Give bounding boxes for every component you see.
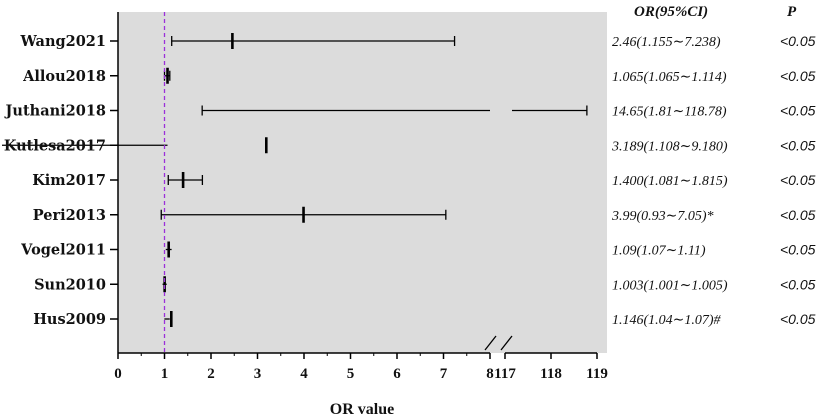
x-tick-label-0: 0 <box>114 366 122 382</box>
study-labels: Wang2021 Allou2018 Juthani2018 Kutlesa2017 K… <box>4 33 106 328</box>
p-value-peri2013: <0.05 <box>780 207 816 223</box>
x-tick-label-4: 4 <box>300 366 308 382</box>
study-label-allou2018: Allou2018 <box>22 68 106 85</box>
x-tick-label-3: 3 <box>254 366 262 382</box>
x-tick-label-1: 1 <box>161 366 169 382</box>
plot-layer <box>2 12 588 353</box>
study-label-wang2021: Wang2021 <box>20 33 106 50</box>
x-tick-label-2: 2 <box>207 366 215 382</box>
p-value-wang2021: <0.05 <box>780 33 816 49</box>
p-value-hus2009: <0.05 <box>780 311 816 327</box>
study-label-sun2010: Sun2010 <box>34 276 106 293</box>
x-tick-label-6: 6 <box>393 366 401 382</box>
or-value-vogel2011: 1.09(1.07∼1.11) <box>612 244 706 259</box>
x-tick-label-117: 117 <box>494 366 516 382</box>
p-header: P <box>787 4 797 20</box>
x-axis: 0 1 2 3 4 5 6 7 8 117 118 119 <box>110 12 608 382</box>
or-value-hus2009: 1.146(1.04∼1.07)# <box>612 313 722 328</box>
p-value-vogel2011: <0.05 <box>780 242 816 258</box>
p-value-kutlesa2017: <0.05 <box>780 137 816 153</box>
axis-break-mark-left <box>484 335 497 351</box>
study-label-vogel2011: Vogel2011 <box>20 242 106 259</box>
or-value-kutlesa2017: 3.189(1.108∼9.180) <box>611 139 728 154</box>
x-axis-title: OR value <box>330 401 394 418</box>
results-table: OR(95%CI) P 2.46(1.155∼7.238) <0.05 1.065(… <box>611 4 816 328</box>
or-value-wang2021: 2.46(1.155∼7.238) <box>612 35 721 50</box>
study-label-hus2009: Hus2009 <box>33 311 106 328</box>
x-tick-label-119: 119 <box>586 366 608 382</box>
axis-break-mark-right <box>500 335 513 351</box>
x-tick-label-7: 7 <box>440 366 448 382</box>
p-value-sun2010: <0.05 <box>780 276 816 292</box>
p-value-allou2018: <0.05 <box>780 68 816 84</box>
or-value-juthani2018: 14.65(1.81∼118.78) <box>612 105 727 120</box>
p-value-kim2017: <0.05 <box>780 172 816 188</box>
or-value-sun2010: 1.003(1.001∼1.005) <box>612 278 728 293</box>
plot-panel <box>118 12 607 353</box>
p-value-juthani2018: <0.05 <box>780 103 816 119</box>
or-value-kim2017: 1.400(1.081∼1.815) <box>612 174 728 189</box>
study-label-juthani2018: Juthani2018 <box>4 103 106 120</box>
or-value-allou2018: 1.065(1.065∼1.114) <box>612 70 727 85</box>
x-tick-label-118: 118 <box>540 366 562 382</box>
or-value-peri2013: 3.99(0.93∼7.05)* <box>611 209 714 224</box>
x-tick-label-5: 5 <box>347 366 355 382</box>
study-label-peri2013: Peri2013 <box>33 207 106 224</box>
study-label-kim2017: Kim2017 <box>32 172 106 189</box>
x-tick-label-8: 8 <box>486 366 494 382</box>
or-ci-header: OR(95%CI) <box>634 4 708 20</box>
study-label-kutlesa2017: Kutlesa2017 <box>4 137 106 154</box>
